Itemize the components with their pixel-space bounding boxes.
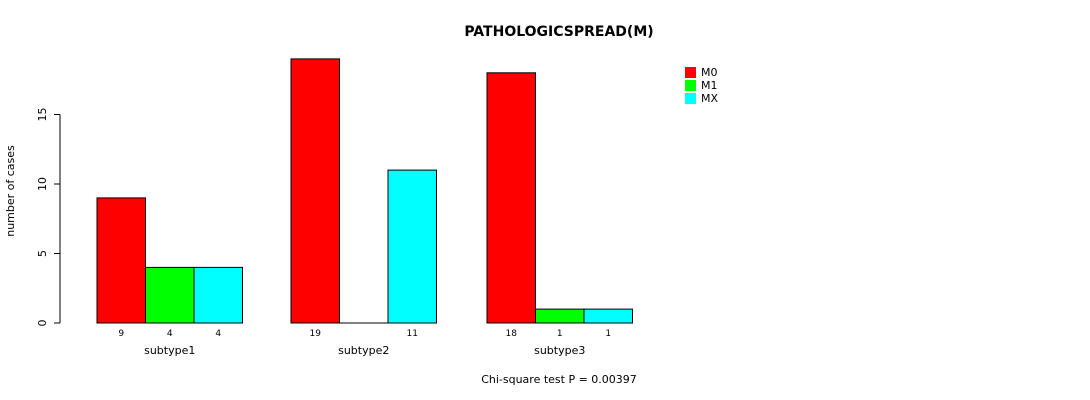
bar-count-label: 9	[118, 329, 124, 339]
bar-subtype2-MX	[387, 169, 437, 324]
x-category-label: subtype1	[144, 344, 195, 357]
bar-subtype2-M0	[290, 58, 340, 324]
y-tick-label: 10	[36, 177, 49, 191]
legend-label-M1: M1	[701, 79, 718, 92]
legend-label-M0: M0	[701, 66, 718, 79]
bar-count-label: 1	[557, 329, 563, 339]
y-tick-label: 15	[36, 108, 49, 122]
bar-count-label: 11	[407, 329, 418, 339]
bar-subtype1-MX	[193, 266, 243, 324]
legend-swatch-M1	[685, 80, 696, 91]
count-labels: 9 4 4 19 11 18 1 1	[118, 329, 611, 339]
legend-swatch-M0	[685, 67, 696, 78]
bar-count-label: 19	[310, 329, 322, 339]
y-axis-label: number of cases	[4, 145, 17, 237]
bar-subtype1-M0	[96, 197, 146, 324]
bar-subtype1-M1	[145, 266, 195, 324]
bar-count-label: 4	[215, 329, 221, 339]
x-category-label: subtype3	[534, 344, 585, 357]
bar-count-label: 4	[167, 329, 173, 339]
bar-subtype3-MX	[583, 308, 633, 324]
y-axis: 0 5 10 15	[36, 108, 61, 327]
legend-swatch-MX	[685, 93, 696, 104]
y-tick-label: 0	[36, 320, 49, 327]
x-category-label: subtype2	[338, 344, 389, 357]
chart-title: PATHOLOGICSPREAD(M)	[464, 24, 653, 40]
group-labels: subtype1 subtype2 subtype3	[144, 344, 585, 357]
bar-count-label: 1	[605, 329, 611, 339]
bar-count-label: 18	[506, 329, 518, 339]
chi-square-footnote: Chi-square test P = 0.00397	[481, 373, 637, 386]
bar-subtype3-M1	[535, 308, 585, 324]
bars	[96, 58, 633, 324]
bar-subtype3-M0	[486, 72, 536, 324]
legend-label-MX: MX	[701, 92, 718, 105]
y-tick-label: 5	[36, 250, 49, 257]
